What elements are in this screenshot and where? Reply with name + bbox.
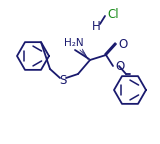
Text: Cl: Cl (107, 7, 119, 20)
Text: O: O (115, 59, 124, 72)
Text: H: H (92, 19, 100, 33)
Text: S: S (59, 73, 67, 87)
Text: O: O (118, 37, 127, 51)
Text: H₂N: H₂N (64, 38, 84, 48)
